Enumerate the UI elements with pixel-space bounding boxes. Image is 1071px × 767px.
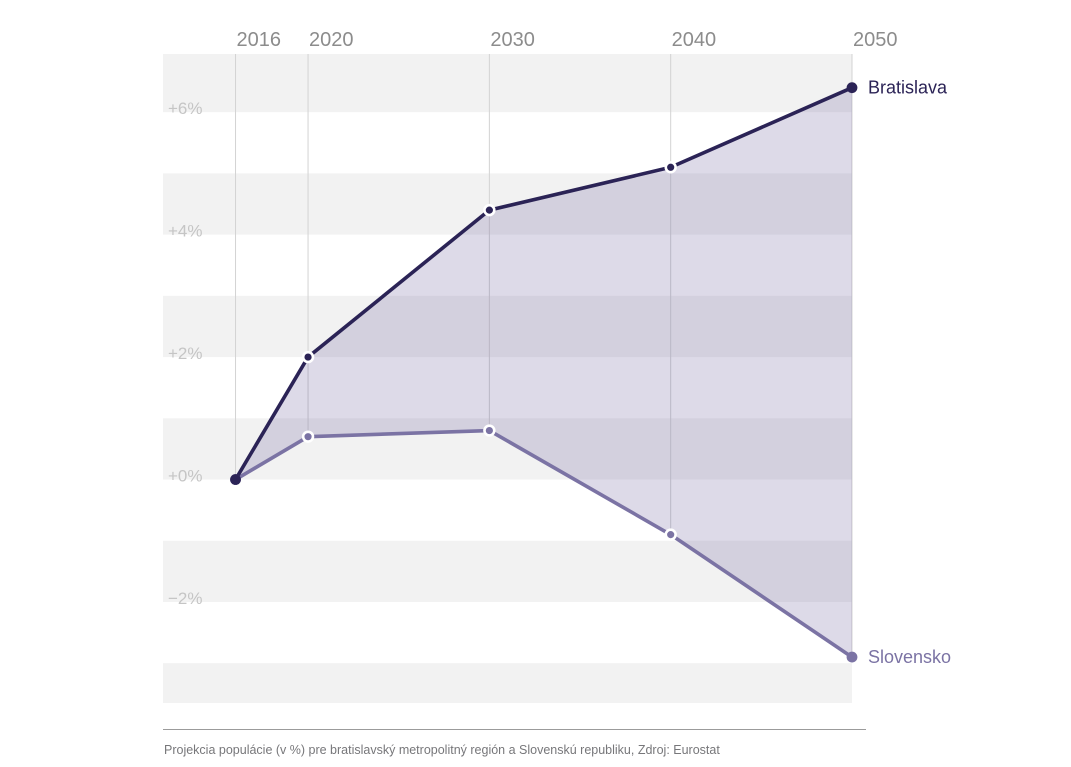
chart-caption: Projekcia populácie (v %) pre bratislavs… [164, 743, 720, 757]
band-row [163, 540, 852, 602]
y-axis-label: −2% [168, 589, 203, 608]
x-axis-label-2030: 2030 [490, 29, 535, 51]
caption-divider [163, 729, 866, 730]
area-between-series [235, 87, 853, 658]
band-row [163, 418, 852, 480]
bratislava-point-2020 [301, 350, 315, 364]
slovensko-point-2040 [664, 528, 677, 541]
bratislava-point-2030 [483, 203, 496, 217]
band-row [163, 295, 852, 358]
y-axis-label: +2% [168, 344, 203, 363]
x-axis-label-2040: 2040 [672, 29, 717, 51]
bratislava-point-2040 [664, 161, 677, 174]
series-label-bratislava: Bratislava [868, 78, 948, 98]
bratislava-point-2016 [230, 474, 241, 485]
slovensko-point-2030 [483, 424, 496, 437]
x-axis-label-2020: 2020 [309, 29, 354, 51]
slovensko-point-2050 [846, 651, 858, 663]
y-axis-label: +0% [168, 467, 203, 486]
y-axis-label: +4% [168, 222, 203, 241]
bratislava-point-2050 [846, 82, 858, 94]
band-row [163, 54, 852, 113]
band-row [163, 663, 852, 703]
x-axis-label-2050: 2050 [853, 29, 898, 51]
series-label-slovensko: Slovensko [868, 647, 951, 667]
slovensko-point-2020 [301, 430, 315, 443]
y-axis-label: +6% [168, 99, 203, 118]
x-axis-label-2016: 2016 [237, 29, 281, 51]
